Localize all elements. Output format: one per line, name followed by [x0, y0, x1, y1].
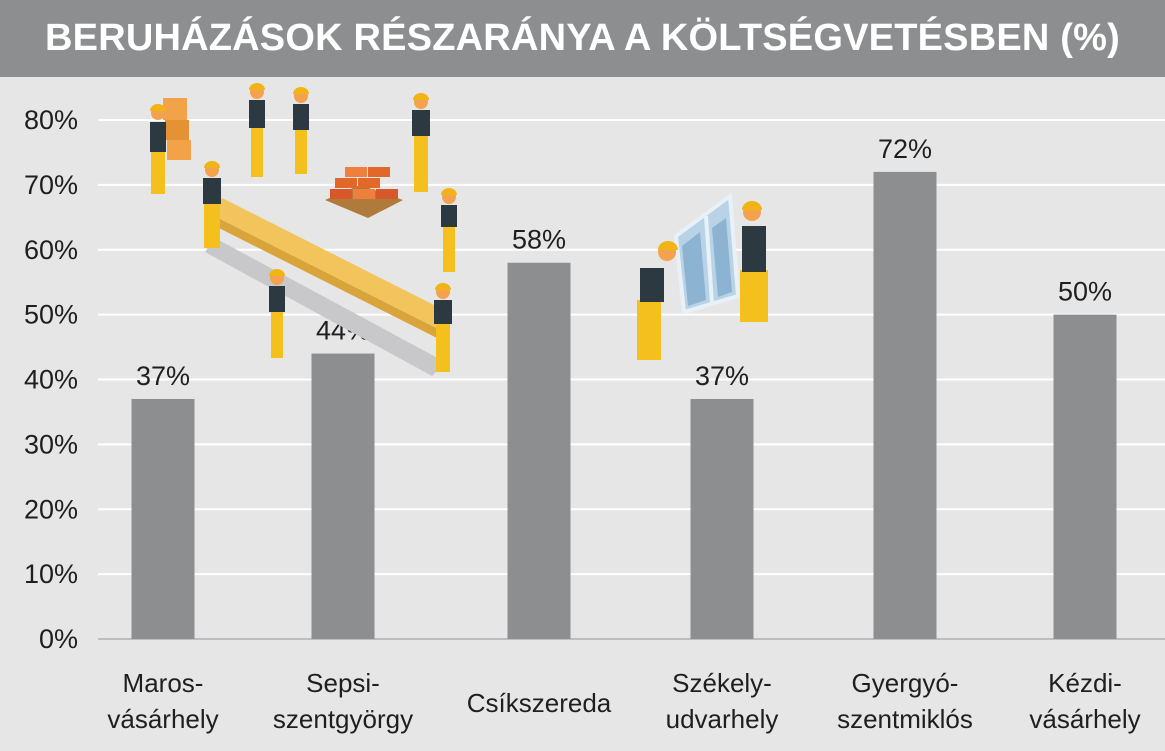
y-tick-label: 20% [24, 494, 78, 524]
construction-workers-illustration [150, 83, 457, 376]
category-label: Sepsi- [306, 668, 380, 698]
chart-title: BERUHÁZÁSOK RÉSZARÁNYA A KÖLTSÉGVETÉSBEN… [0, 0, 1165, 77]
category-label: Gyergyó- [852, 668, 959, 698]
category-label: szentmiklós [837, 704, 973, 734]
bar [1053, 314, 1117, 639]
y-tick-label: 0% [39, 624, 78, 654]
data-label: 72% [878, 134, 932, 164]
bar [690, 398, 754, 639]
category-label: Kézdi- [1048, 668, 1122, 698]
category-label: Székely- [672, 668, 772, 698]
category-label: Maros- [123, 668, 204, 698]
grid-lines [98, 119, 1165, 640]
bars [131, 171, 1117, 639]
y-tick-label: 50% [24, 300, 78, 330]
data-label: 37% [695, 361, 749, 391]
value-labels: 37%44%58%37%72%50% [136, 134, 1112, 391]
y-tick-label: 10% [24, 559, 78, 589]
y-tick-label: 30% [24, 429, 78, 459]
category-label: szentgyörgy [273, 704, 413, 734]
category-label: udvarhely [666, 704, 779, 734]
data-label: 58% [512, 225, 566, 255]
bar [131, 398, 195, 639]
y-tick-label: 70% [24, 170, 78, 200]
bar [873, 171, 937, 639]
bar [507, 262, 571, 639]
y-tick-label: 40% [24, 365, 78, 395]
data-label: 50% [1058, 277, 1112, 307]
data-label: 37% [136, 361, 190, 391]
category-label: vásárhely [1029, 704, 1140, 734]
category-labels: Maros-vásárhely Sepsi-szentgyörgy Csíkszer… [107, 668, 1140, 734]
y-axis-tick-labels: 0% 10% 20% 30% 40% 50% 60% 70% 80% [24, 105, 78, 654]
category-label: Csíkszereda [467, 688, 612, 718]
bar [311, 353, 375, 639]
window-installers-illustration [637, 192, 768, 360]
y-tick-label: 80% [24, 105, 78, 135]
y-tick-label: 60% [24, 235, 78, 265]
category-label: vásárhely [107, 704, 218, 734]
